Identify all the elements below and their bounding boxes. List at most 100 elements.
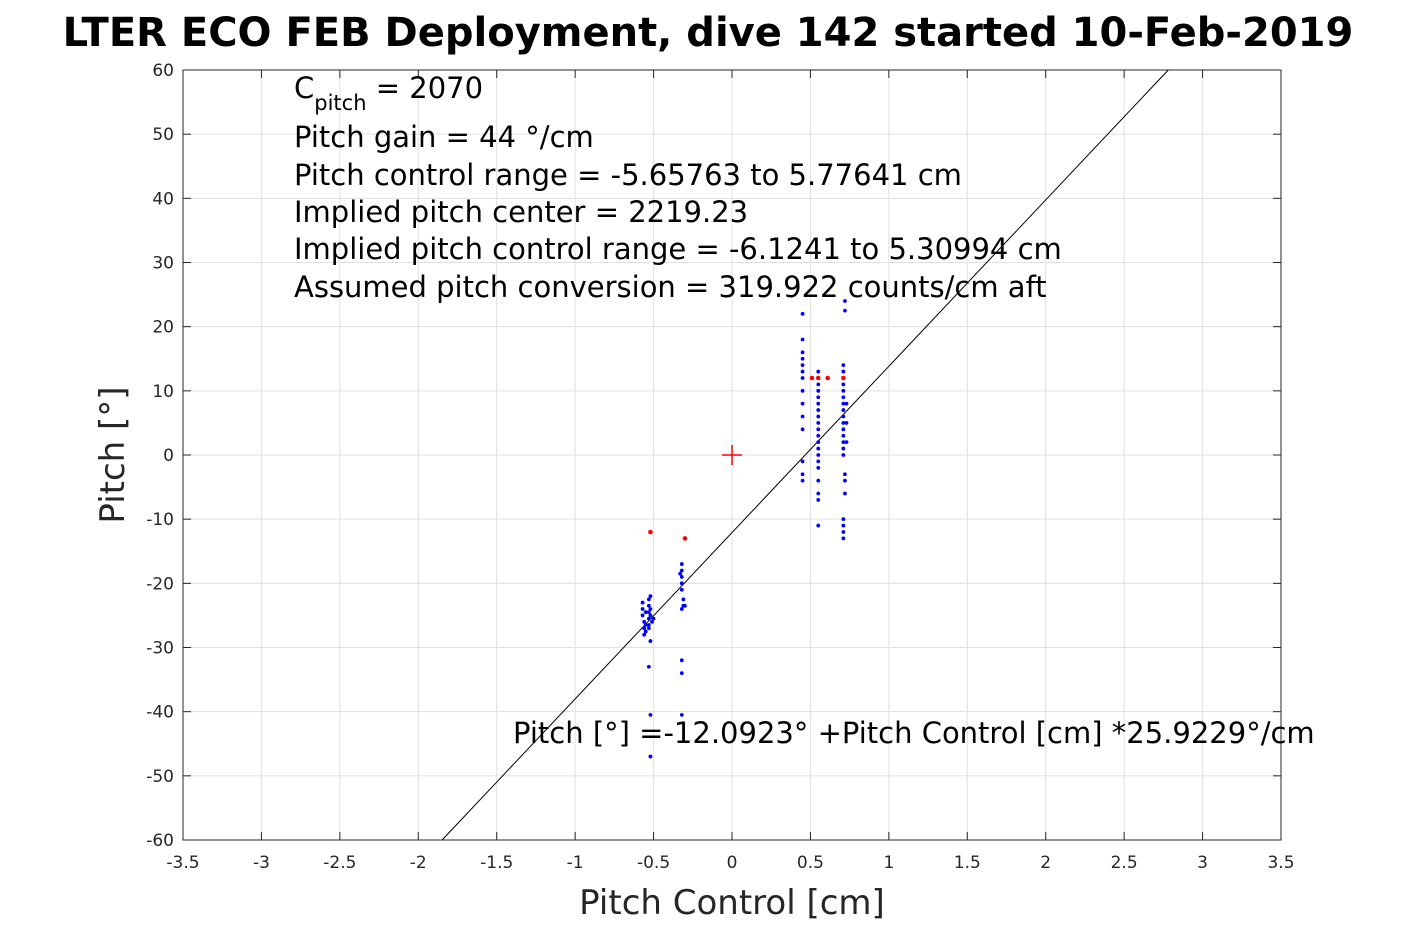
data-point bbox=[683, 603, 687, 608]
data-point bbox=[800, 350, 805, 355]
c-pitch-subscript: pitch bbox=[314, 91, 366, 115]
flagged-point bbox=[682, 536, 688, 541]
data-point bbox=[816, 498, 821, 502]
y-tick-label: 60 bbox=[152, 61, 174, 81]
data-point bbox=[679, 671, 684, 676]
data-point bbox=[679, 607, 684, 611]
data-point bbox=[646, 623, 651, 627]
data-point bbox=[800, 369, 805, 374]
data-point bbox=[841, 369, 846, 374]
data-point bbox=[844, 440, 849, 445]
flagged-point bbox=[809, 375, 815, 381]
y-tick-label: -60 bbox=[146, 831, 174, 851]
data-point bbox=[800, 356, 805, 361]
data-point bbox=[800, 401, 805, 406]
data-point bbox=[643, 610, 648, 615]
data-point bbox=[841, 440, 846, 445]
x-tick-label: 3.5 bbox=[1267, 853, 1294, 873]
x-tick-label: 1.5 bbox=[954, 853, 981, 873]
data-point bbox=[679, 712, 684, 717]
data-point bbox=[816, 408, 821, 412]
data-point bbox=[681, 597, 686, 602]
fit-equation-annotation: Pitch [°] =-12.0923° +Pitch Control [cm]… bbox=[513, 716, 1315, 750]
x-tick-label: 2.5 bbox=[1111, 853, 1138, 873]
data-point bbox=[816, 446, 821, 451]
data-point bbox=[800, 472, 805, 477]
data-point bbox=[642, 632, 647, 637]
x-tick-label: 3 bbox=[1197, 853, 1208, 873]
data-point bbox=[841, 382, 846, 387]
data-point bbox=[800, 376, 805, 380]
data-point bbox=[800, 337, 805, 342]
data-point bbox=[816, 491, 821, 496]
x-tick-label: -3 bbox=[253, 853, 270, 873]
x-axis-label: Pitch Control [cm] bbox=[579, 883, 885, 923]
x-tick-label: 0.5 bbox=[797, 853, 824, 873]
y-tick-label: 50 bbox=[152, 125, 174, 145]
data-point bbox=[646, 603, 651, 608]
data-point bbox=[843, 308, 847, 313]
data-point bbox=[642, 626, 647, 631]
data-point bbox=[646, 616, 651, 621]
data-point bbox=[650, 619, 654, 624]
c-pitch-annotation: Cpitch = 2070 bbox=[294, 71, 483, 115]
data-point bbox=[640, 600, 645, 605]
x-tick-label: 0 bbox=[727, 853, 738, 873]
flagged-point bbox=[825, 375, 830, 381]
fit-line bbox=[441, 69, 1169, 841]
x-tick-label: -1 bbox=[567, 853, 584, 873]
x-tick-label: -1.5 bbox=[480, 853, 513, 873]
y-tick-label: 30 bbox=[152, 254, 174, 274]
data-point bbox=[843, 491, 847, 496]
data-point bbox=[844, 421, 849, 425]
data-point bbox=[640, 613, 645, 618]
y-tick-label: 40 bbox=[152, 189, 174, 209]
data-point bbox=[841, 536, 846, 541]
data-point bbox=[648, 712, 653, 717]
data-point bbox=[841, 433, 846, 438]
data-point bbox=[841, 363, 846, 368]
data-point bbox=[646, 610, 651, 615]
data-point bbox=[679, 575, 684, 579]
data-point bbox=[800, 427, 805, 432]
data-point bbox=[816, 427, 821, 432]
implied-pitch-range-annotation: Implied pitch control range = -6.1241 to… bbox=[294, 232, 1062, 266]
data-point bbox=[648, 639, 653, 643]
data-point bbox=[646, 664, 651, 669]
data-point bbox=[816, 395, 821, 400]
data-point bbox=[841, 530, 846, 534]
data-point bbox=[816, 453, 821, 457]
data-point bbox=[678, 571, 683, 576]
x-tick-label: 2 bbox=[1040, 853, 1051, 873]
data-point bbox=[816, 523, 821, 528]
data-point bbox=[648, 607, 653, 611]
y-ticks: 60 50 40 30 20 10 0 -10 -20 -30 -40 -50 -60 bbox=[146, 61, 1281, 851]
data-point bbox=[843, 299, 847, 303]
data-point bbox=[646, 597, 651, 602]
data-point bbox=[679, 568, 684, 573]
data-point bbox=[800, 311, 805, 316]
data-point bbox=[679, 587, 684, 592]
data-point bbox=[816, 388, 821, 393]
x-tick-label: -3.5 bbox=[166, 853, 199, 873]
data-point bbox=[648, 613, 653, 618]
y-tick-label: -30 bbox=[146, 639, 174, 659]
data-point bbox=[800, 459, 805, 464]
data-point bbox=[800, 414, 805, 419]
data-point bbox=[841, 388, 846, 393]
y-tick-label: -50 bbox=[146, 767, 174, 787]
data-point bbox=[646, 626, 651, 631]
data-point bbox=[648, 594, 653, 599]
flagged-point bbox=[841, 375, 846, 381]
x-tick-label: 1 bbox=[883, 853, 894, 873]
data-point bbox=[800, 388, 805, 393]
x-tick-label: -2.5 bbox=[323, 853, 356, 873]
data-point bbox=[816, 401, 821, 406]
data-point bbox=[679, 581, 684, 586]
data-point bbox=[843, 472, 847, 477]
flagged-points bbox=[648, 375, 846, 541]
flagged-point bbox=[815, 375, 821, 381]
data-point bbox=[642, 619, 647, 624]
data-point bbox=[816, 478, 821, 483]
